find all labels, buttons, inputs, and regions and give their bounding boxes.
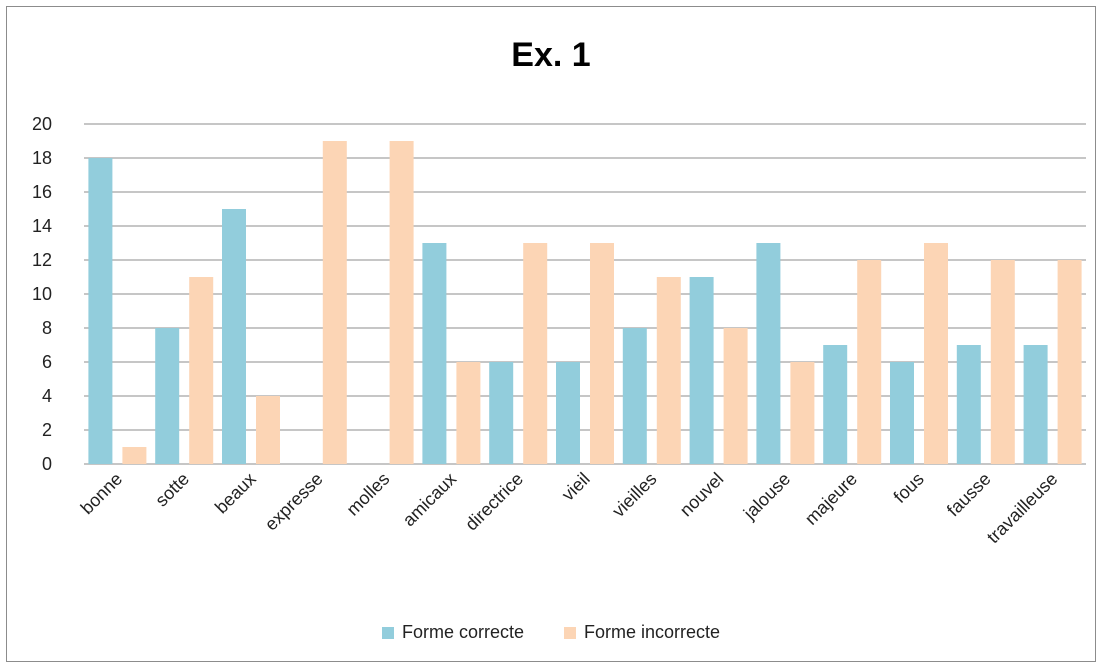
x-tick-label: nouvel bbox=[676, 469, 728, 521]
x-tick-label: molles bbox=[343, 469, 394, 520]
legend-item-correcte: Forme correcte bbox=[381, 622, 524, 643]
y-tick-label: 14 bbox=[32, 216, 52, 236]
x-tick-label: sotte bbox=[151, 469, 193, 511]
bar-correcte-nouvel bbox=[689, 277, 714, 464]
bar-incorrecte-sotte bbox=[189, 277, 214, 464]
bar-correcte-vieilles bbox=[622, 328, 647, 464]
x-tick-label: majeure bbox=[801, 469, 861, 529]
bar-correcte-majeure bbox=[823, 345, 848, 464]
bar-correcte-directrice bbox=[489, 362, 514, 464]
legend-swatch-correcte bbox=[381, 626, 394, 639]
bar-incorrecte-vieil bbox=[590, 243, 614, 464]
y-tick-label: 4 bbox=[42, 386, 52, 406]
bar-incorrecte-travailleuse bbox=[1057, 260, 1082, 464]
y-tick-label: 0 bbox=[42, 454, 52, 474]
y-tick-label: 8 bbox=[42, 318, 52, 338]
bar-incorrecte-directrice bbox=[523, 243, 548, 464]
bar-incorrecte-fous bbox=[924, 243, 948, 464]
bar-correcte-fausse bbox=[956, 345, 981, 464]
x-tick-label: fous bbox=[890, 469, 928, 507]
bar-incorrecte-beaux bbox=[256, 396, 280, 464]
x-tick-label: directrice bbox=[461, 469, 527, 535]
x-tick-label: beaux bbox=[211, 469, 260, 518]
bar-incorrecte-amicaux bbox=[456, 362, 481, 464]
x-tick-label: expresse bbox=[261, 469, 327, 535]
bar-incorrecte-jalouse bbox=[790, 362, 815, 464]
x-tick-label: vieil bbox=[558, 469, 594, 505]
bar-incorrecte-majeure bbox=[857, 260, 882, 464]
y-tick-label: 6 bbox=[42, 352, 52, 372]
bar-correcte-jalouse bbox=[756, 243, 781, 464]
y-tick-label: 16 bbox=[32, 182, 52, 202]
chart-title: Ex. 1 bbox=[511, 36, 591, 74]
bar-incorrecte-nouvel bbox=[723, 328, 748, 464]
y-tick-label: 12 bbox=[32, 250, 52, 270]
x-tick-label: travailleuse bbox=[983, 469, 1062, 548]
y-tick-label: 2 bbox=[42, 420, 52, 440]
bar-incorrecte-bonne bbox=[122, 447, 147, 464]
x-tick-label: bonne bbox=[77, 469, 127, 519]
x-tick-label: vieilles bbox=[608, 469, 660, 521]
bar-incorrecte-fausse bbox=[990, 260, 1015, 464]
legend-label-incorrecte: Forme incorrecte bbox=[583, 622, 721, 642]
legend-swatch-incorrecte bbox=[563, 626, 576, 639]
x-tick-label: fausse bbox=[943, 469, 995, 521]
bar-correcte-vieil bbox=[556, 362, 580, 464]
x-tick-label: jalouse bbox=[739, 469, 794, 524]
chart-frame bbox=[6, 6, 1096, 662]
bar-correcte-travailleuse bbox=[1023, 345, 1048, 464]
bar-incorrecte-vieilles bbox=[656, 277, 681, 464]
bar-correcte-beaux bbox=[222, 209, 246, 464]
y-tick-label: 20 bbox=[32, 114, 52, 134]
legend-label-correcte: Forme correcte bbox=[401, 622, 524, 642]
x-tick-label: amicaux bbox=[399, 469, 461, 531]
y-tick-label: 18 bbox=[32, 148, 52, 168]
bar-incorrecte-expresse bbox=[322, 141, 347, 464]
bar-correcte-fous bbox=[890, 362, 914, 464]
bar-correcte-sotte bbox=[155, 328, 180, 464]
bar-incorrecte-molles bbox=[389, 141, 414, 464]
bar-correcte-bonne bbox=[88, 158, 113, 464]
bar-correcte-amicaux bbox=[422, 243, 447, 464]
y-tick-label: 10 bbox=[32, 284, 52, 304]
legend: Forme correcte Forme incorrecte bbox=[0, 622, 1102, 643]
legend-item-incorrecte: Forme incorrecte bbox=[563, 622, 721, 643]
